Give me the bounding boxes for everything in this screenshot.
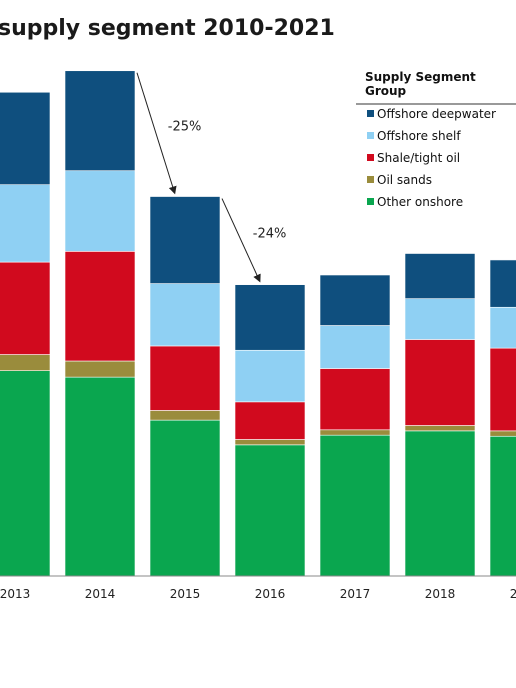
legend-swatch [367, 132, 374, 139]
bar-other-onshore-2016 [234, 444, 306, 577]
bar-other-onshore-2017 [319, 434, 391, 577]
bar-shale-tight-oil-2019 [489, 347, 516, 432]
bar-oil-sands-2017 [319, 429, 391, 436]
bar-offshore-deepwater-2013 [0, 91, 51, 185]
legend: Supply Segment Group Offshore deepwaterOf… [355, 60, 516, 225]
bar-offshore-deepwater-2017 [319, 274, 391, 326]
legend-item-label: Offshore deepwater [377, 107, 496, 121]
bar-offshore-deepwater-2014 [64, 70, 136, 172]
bar-shale-tight-oil-2018 [404, 339, 476, 426]
bar-offshore-deepwater-2015 [149, 196, 221, 284]
x-tick-label: 2013 [0, 587, 30, 601]
legend-item-label: Offshore shelf [377, 129, 461, 143]
bar-oil-sands-2014 [64, 360, 136, 378]
legend-swatch [367, 154, 374, 161]
legend-swatch [367, 198, 374, 205]
bar-offshore-deepwater-2018 [404, 253, 476, 299]
legend-swatch [367, 110, 374, 117]
bar-other-onshore-2013 [0, 370, 51, 577]
bar-other-onshore-2018 [404, 430, 476, 577]
legend-item-label: Other onshore [377, 195, 463, 209]
bar-offshore-shelf-2016 [234, 349, 306, 403]
bar-shale-tight-oil-2015 [149, 345, 221, 411]
x-tick-label: 2019 [510, 587, 516, 601]
change-label: -25% [168, 120, 202, 135]
bar-shale-tight-oil-2013 [0, 261, 51, 355]
bar-offshore-shelf-2015 [149, 283, 221, 347]
bar-offshore-shelf-2014 [64, 170, 136, 252]
chart-title: supply segment 2010-2021 [0, 16, 335, 41]
x-tick-label: 2015 [170, 587, 201, 601]
x-tick-label: 2016 [255, 587, 286, 601]
legend-swatch [367, 176, 374, 183]
legend-items: Offshore deepwater Offshore shelf Shale/ti… [367, 107, 496, 209]
bar-offshore-shelf-2017 [319, 325, 391, 369]
annotations-group: -25% -24% [136, 72, 287, 283]
change-arrow [136, 72, 177, 195]
bar-other-onshore-2015 [149, 419, 221, 577]
change-arrow [221, 198, 261, 283]
bar-offshore-deepwater-2019 [489, 259, 516, 308]
bar-oil-sands-2015 [149, 410, 221, 421]
bar-shale-tight-oil-2017 [319, 368, 391, 431]
x-tick-label: 2014 [85, 587, 116, 601]
bar-shale-tight-oil-2016 [234, 401, 306, 440]
legend-title: Supply Segment Group [365, 70, 476, 98]
bar-oil-sands-2013 [0, 354, 51, 371]
x-tick-label: 2017 [340, 587, 371, 601]
bar-oil-sands-2019 [489, 430, 516, 437]
bar-offshore-deepwater-2016 [234, 284, 306, 351]
bar-offshore-shelf-2019 [489, 306, 516, 349]
change-label: -24% [253, 227, 287, 242]
bar-shale-tight-oil-2014 [64, 251, 136, 362]
bar-offshore-shelf-2018 [404, 298, 476, 340]
bar-oil-sands-2018 [404, 425, 476, 432]
legend-box [355, 60, 516, 225]
bar-oil-sands-2016 [234, 439, 306, 446]
x-tick-label: 2018 [425, 587, 456, 601]
legend-item-label: Shale/tight oil [377, 151, 460, 165]
x-tick-labels: 2013 2014 2015 2016 2017 2018 2019 [0, 587, 516, 601]
legend-item-label: Oil sands [377, 173, 432, 187]
bar-other-onshore-2014 [64, 376, 136, 577]
bars-group [0, 70, 516, 577]
bar-other-onshore-2019 [489, 435, 516, 577]
bar-offshore-shelf-2013 [0, 184, 51, 263]
